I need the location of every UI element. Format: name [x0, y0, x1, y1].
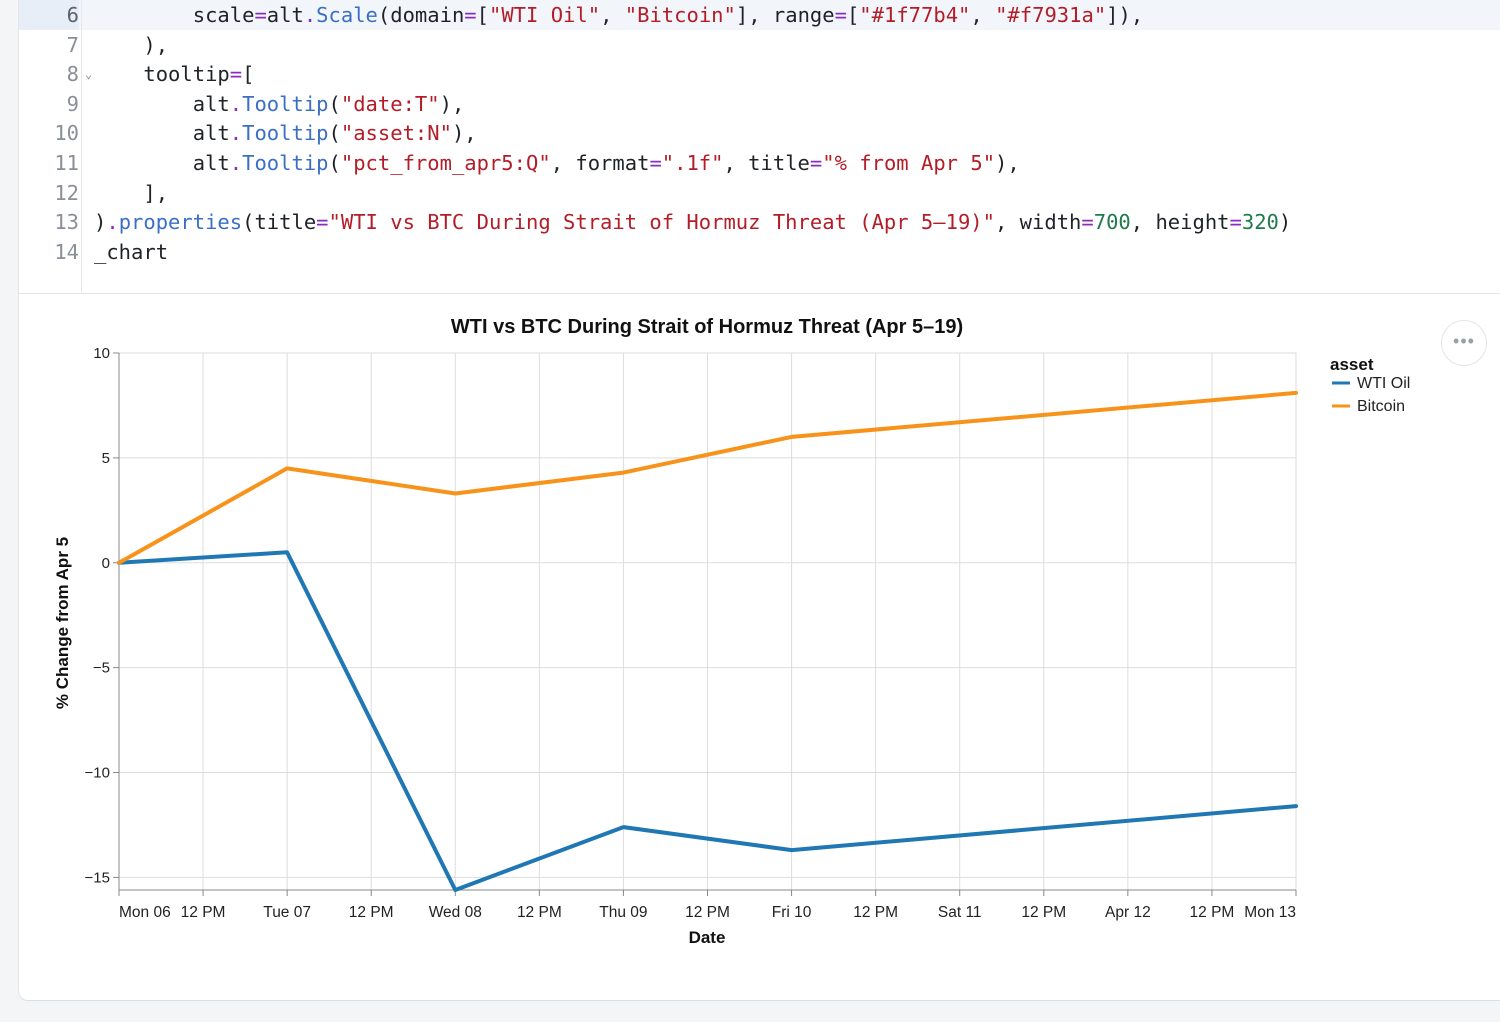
code-text: ),: [94, 32, 169, 57]
y-tick-label: −10: [85, 765, 110, 782]
chart-axes: 10 5 0 −5 −10 −15 Mon 06 12 PM Tue 07 12 PM Wed 08…: [85, 345, 1297, 921]
legend-entry: WTI Oil: [1357, 375, 1410, 392]
x-tick-label: Mon 06: [119, 904, 171, 921]
chart-series: [117, 390, 1298, 892]
y-axis-title: % Change from Apr 5: [53, 537, 72, 709]
line-number: 13: [54, 210, 79, 235]
line-number: 11: [54, 151, 79, 175]
x-axis-title: Date: [689, 928, 726, 947]
code-text: alt.Tooltip("asset:N"),: [94, 121, 477, 146]
series-line-bitcoin: [117, 390, 1298, 565]
line-number: 6: [19, 0, 79, 30]
x-tick-label: 12 PM: [349, 904, 394, 921]
code-text: ).properties(title="WTI vs BTC During St…: [94, 210, 1292, 235]
x-tick-label: 12 PM: [181, 904, 226, 921]
more-options-icon: •••: [1453, 331, 1475, 351]
x-tick-label: Thu 09: [599, 904, 647, 921]
line-chart: 10 5 0 −5 −10 −15 Mon 06 12 PM Tue 07 12 PM Wed 08…: [53, 316, 1410, 947]
code-editor[interactable]: 6 scale=alt.Scale(domain=["WTI Oil", "Bi…: [19, 0, 1500, 294]
code-line[interactable]: 13 ).properties(title="WTI vs BTC During …: [19, 207, 1500, 237]
x-tick-label: 12 PM: [1021, 904, 1066, 921]
line-number: 12: [54, 180, 79, 205]
line-number: 10: [54, 121, 79, 146]
y-tick-label: −5: [93, 660, 110, 677]
code-line[interactable]: 10 alt.Tooltip("asset:N"),: [19, 118, 1500, 148]
code-text: scale=alt.Scale(domain=["WTI Oil", "Bitc…: [94, 3, 1144, 27]
x-tick-label: 12 PM: [853, 904, 898, 921]
chart-legend: asset WTI Oil Bitcoin: [1330, 355, 1410, 415]
x-tick-label: Fri 10: [772, 904, 812, 921]
code-text: alt.Tooltip("date:T"),: [94, 91, 465, 116]
line-number: 7: [66, 32, 79, 57]
code-text: ],: [94, 180, 169, 205]
code-text: tooltip=[: [94, 62, 255, 87]
line-number: 8: [66, 62, 79, 87]
code-text: _chart: [94, 239, 169, 264]
code-line[interactable]: 12 ],: [19, 178, 1500, 208]
chart-title: WTI vs BTC During Strait of Hormuz Threa…: [451, 316, 963, 338]
code-line[interactable]: 8 ⌄ tooltip=[: [19, 59, 1500, 89]
x-tick-label: Wed 08: [429, 904, 482, 921]
x-tick-label: Tue 07: [263, 904, 311, 921]
y-tick-label: −15: [85, 869, 110, 886]
y-tick-label: 5: [102, 450, 110, 467]
chart-grid: [118, 352, 1297, 891]
chart-actions-button[interactable]: •••: [1441, 320, 1487, 366]
x-tick-label: Apr 12: [1105, 904, 1151, 921]
gutter-separator: [81, 0, 82, 293]
code-line[interactable]: 7 ),: [19, 30, 1500, 60]
legend-entry: Bitcoin: [1357, 398, 1405, 415]
line-number: 14: [54, 239, 79, 264]
series-line-wti-oil: [117, 550, 1298, 892]
code-line[interactable]: 9 alt.Tooltip("date:T"),: [19, 89, 1500, 119]
x-tick-label: 12 PM: [517, 904, 562, 921]
x-tick-label: Mon 13: [1244, 904, 1296, 921]
code-line[interactable]: 6 scale=alt.Scale(domain=["WTI Oil", "Bi…: [19, 0, 1500, 30]
notebook-cell: 6 scale=alt.Scale(domain=["WTI Oil", "Bi…: [18, 0, 1500, 1001]
line-number: 9: [66, 91, 79, 116]
y-tick-label: 0: [102, 555, 110, 572]
y-tick-label: 10: [93, 345, 110, 362]
x-tick-label: 12 PM: [1190, 904, 1235, 921]
x-tick-label: 12 PM: [685, 904, 730, 921]
legend-title: asset: [1330, 355, 1374, 374]
fold-chevron-icon[interactable]: ⌄: [85, 67, 93, 82]
code-line[interactable]: 14 _chart: [19, 237, 1500, 267]
code-line[interactable]: 11 alt.Tooltip("pct_from_apr5:Q", format…: [19, 148, 1500, 178]
x-tick-label: Sat 11: [938, 904, 982, 921]
code-text: alt.Tooltip("pct_from_apr5:Q", format=".…: [94, 151, 1020, 175]
